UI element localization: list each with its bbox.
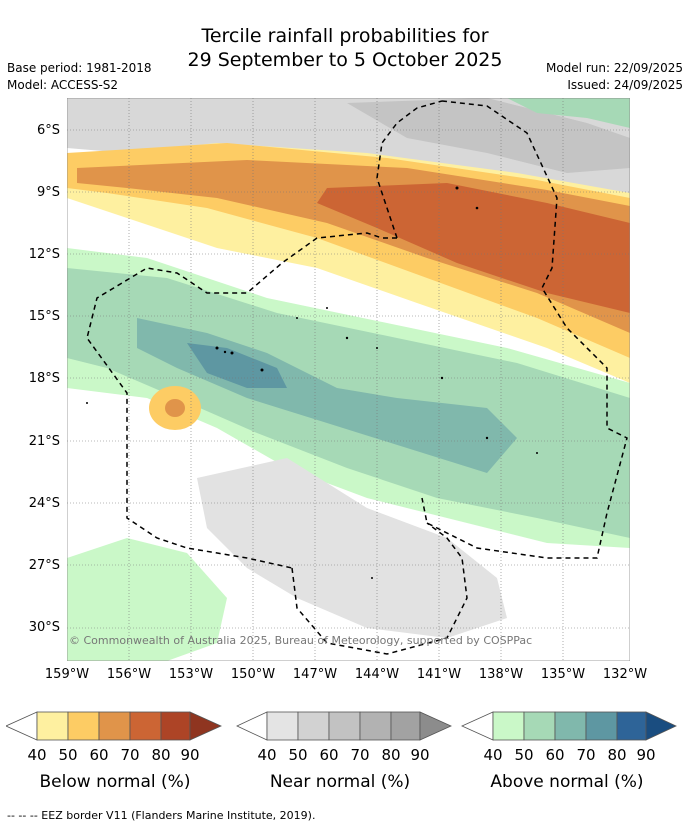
legend-tick: 50 (514, 746, 534, 764)
legend-tick: 60 (319, 746, 339, 764)
legend-tick: 40 (257, 746, 277, 764)
meta-left: Base period: 1981-2018 Model: ACCESS-S2 (7, 60, 152, 94)
island-markers (86, 186, 538, 579)
eez-border-south (291, 522, 468, 655)
base-period: Base period: 1981-2018 (7, 61, 152, 75)
above-normal-southwest (67, 538, 227, 661)
lat-label: 6°S (36, 123, 60, 138)
lon-label: 156°W (106, 667, 152, 682)
eez-footnote: -- -- -- EEZ border V11 (Flanders Marine… (7, 809, 316, 822)
lon-label: 153°W (168, 667, 214, 682)
lat-label: 21°S (28, 434, 60, 449)
near-normal-colorbar (236, 711, 452, 741)
map-title: Tercile rainfall probabilities for 29 Se… (0, 24, 690, 72)
legend-tick: 40 (27, 746, 47, 764)
legend-tick: 40 (483, 746, 503, 764)
lat-label: 12°S (28, 247, 60, 262)
legend-tick: 70 (120, 746, 140, 764)
legend-tick: 60 (545, 746, 565, 764)
probability-map (67, 98, 630, 661)
lat-label: 9°S (36, 185, 60, 200)
legend-tick: 80 (151, 746, 171, 764)
lon-label: 150°W (230, 667, 276, 682)
lat-label: 18°S (28, 371, 60, 386)
below-normal-blob-core (165, 399, 185, 417)
legend-tick: 60 (89, 746, 109, 764)
legend-tick: 50 (58, 746, 78, 764)
copyright-notice: © Commonwealth of Australia 2025, Bureau… (69, 634, 533, 647)
above-normal-colorbar (461, 711, 677, 741)
legend-tick: 80 (381, 746, 401, 764)
lat-label: 24°S (28, 496, 60, 511)
title-line-1: Tercile rainfall probabilities for (201, 25, 489, 47)
meta-right: Model run: 22/09/2025 Issued: 24/09/2025 (546, 60, 683, 94)
lat-label: 30°S (28, 620, 60, 635)
lon-label: 138°W (478, 667, 524, 682)
lon-label: 132°W (602, 667, 648, 682)
eez-border-west (86, 232, 397, 569)
lon-label: 144°W (354, 667, 400, 682)
lon-label: 147°W (292, 667, 338, 682)
eez-border-north (421, 100, 628, 559)
lon-label: 159°W (44, 667, 90, 682)
legend-tick: 70 (576, 746, 596, 764)
title-line-2: 29 September to 5 October 2025 (187, 49, 503, 71)
legend-tick: 70 (350, 746, 370, 764)
eez-border-inner (376, 100, 443, 239)
lon-label: 141°W (416, 667, 462, 682)
legend-tick: 90 (636, 746, 656, 764)
lon-label: 135°W (540, 667, 586, 682)
issued-date: Issued: 24/09/2025 (567, 78, 683, 92)
lat-label: 27°S (28, 558, 60, 573)
grid-lines (67, 98, 630, 661)
lat-label: 15°S (28, 309, 60, 324)
model-run: Model run: 22/09/2025 (545, 61, 683, 75)
model-name: Model: ACCESS-S2 (7, 78, 119, 92)
below-normal-label: Below normal (%) (39, 772, 191, 792)
below-normal-colorbar (6, 711, 222, 741)
legend-tick: 90 (410, 746, 430, 764)
legend-tick: 80 (607, 746, 627, 764)
near-normal-core-north (347, 98, 630, 173)
below-normal-darker (317, 183, 630, 313)
above-normal-northeast (507, 98, 630, 128)
legend-tick: 90 (180, 746, 200, 764)
near-normal-label: Near normal (%) (269, 772, 411, 792)
legend-tick: 50 (288, 746, 308, 764)
above-normal-label: Above normal (%) (490, 772, 644, 792)
above-normal-darker (187, 343, 287, 388)
legend-colorbars (6, 711, 677, 741)
